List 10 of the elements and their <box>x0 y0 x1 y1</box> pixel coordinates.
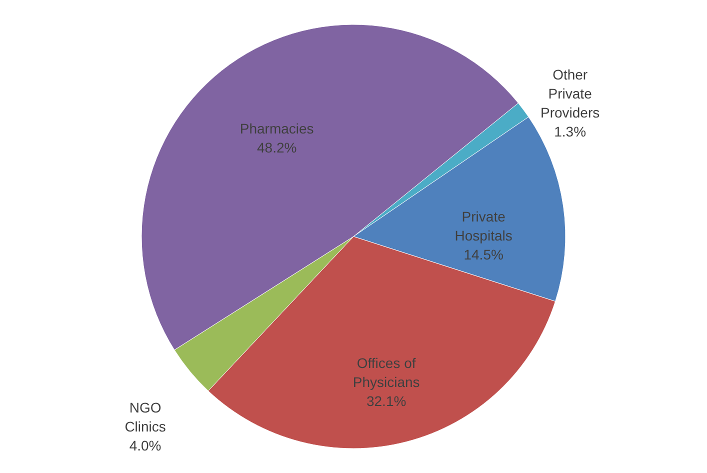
slice-label: Private Hospitals <box>454 208 512 244</box>
data-label: 14.5% <box>464 246 504 263</box>
slice-label: NGO Clinics <box>124 399 166 434</box>
data-label: 4.0% <box>129 437 162 454</box>
slice-label: Other Private Providers <box>540 66 600 120</box>
data-label: 32.1% <box>366 392 406 409</box>
slice-label: Pharmacies <box>240 120 314 137</box>
data-label: 1.3% <box>554 123 586 140</box>
data-label: 48.2% <box>256 140 297 156</box>
slice-label: Offices of Physicians <box>352 354 420 390</box>
